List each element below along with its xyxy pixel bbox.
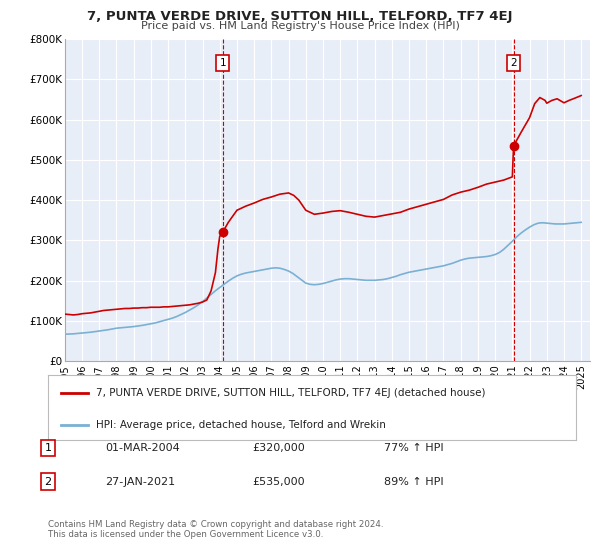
Text: Price paid vs. HM Land Registry's House Price Index (HPI): Price paid vs. HM Land Registry's House …	[140, 21, 460, 31]
Text: £320,000: £320,000	[252, 443, 305, 453]
Text: 77% ↑ HPI: 77% ↑ HPI	[384, 443, 443, 453]
Text: 1: 1	[220, 58, 226, 68]
Text: 1: 1	[44, 443, 52, 453]
Text: 2: 2	[44, 477, 52, 487]
Text: 27-JAN-2021: 27-JAN-2021	[105, 477, 175, 487]
Text: HPI: Average price, detached house, Telford and Wrekin: HPI: Average price, detached house, Telf…	[95, 421, 385, 431]
Text: 7, PUNTA VERDE DRIVE, SUTTON HILL, TELFORD, TF7 4EJ: 7, PUNTA VERDE DRIVE, SUTTON HILL, TELFO…	[87, 10, 513, 23]
Text: 89% ↑ HPI: 89% ↑ HPI	[384, 477, 443, 487]
Text: Contains HM Land Registry data © Crown copyright and database right 2024.
This d: Contains HM Land Registry data © Crown c…	[48, 520, 383, 539]
Text: 01-MAR-2004: 01-MAR-2004	[105, 443, 180, 453]
Text: 2: 2	[510, 58, 517, 68]
Text: £535,000: £535,000	[252, 477, 305, 487]
Text: 7, PUNTA VERDE DRIVE, SUTTON HILL, TELFORD, TF7 4EJ (detached house): 7, PUNTA VERDE DRIVE, SUTTON HILL, TELFO…	[95, 388, 485, 398]
